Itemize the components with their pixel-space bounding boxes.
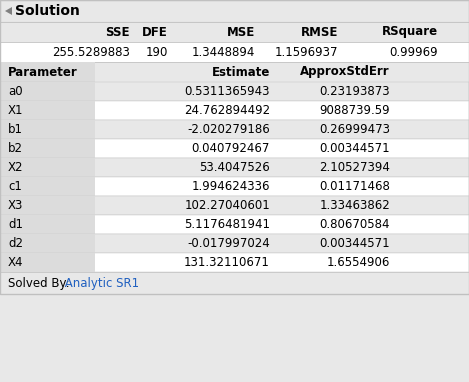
Bar [0, 42, 469, 62]
Bar [0, 120, 95, 139]
Bar [0, 215, 469, 234]
Bar [0, 62, 469, 82]
Text: 0.01171468: 0.01171468 [319, 180, 390, 193]
Text: d2: d2 [8, 237, 23, 250]
Text: c1: c1 [8, 180, 22, 193]
Text: Estimate: Estimate [212, 65, 270, 78]
Bar [0, 196, 469, 215]
Text: b2: b2 [8, 142, 23, 155]
Text: RSquare: RSquare [382, 26, 438, 39]
Bar [0, 234, 469, 253]
Text: 0.80670584: 0.80670584 [319, 218, 390, 231]
Text: 0.00344571: 0.00344571 [319, 237, 390, 250]
Bar [0, 158, 469, 177]
Text: 190: 190 [146, 45, 168, 58]
Text: X1: X1 [8, 104, 23, 117]
Text: 0.23193873: 0.23193873 [319, 85, 390, 98]
Bar [0, 0, 469, 22]
Text: Parameter: Parameter [8, 65, 78, 78]
Text: Solution: Solution [15, 4, 80, 18]
Text: 1.1596937: 1.1596937 [274, 45, 338, 58]
Text: Analytic SR1: Analytic SR1 [61, 277, 139, 290]
Bar [0, 101, 469, 120]
Text: 0.00344571: 0.00344571 [319, 142, 390, 155]
Text: a0: a0 [8, 85, 23, 98]
Text: 9088739.59: 9088739.59 [319, 104, 390, 117]
Text: b1: b1 [8, 123, 23, 136]
Text: 1.3448894: 1.3448894 [192, 45, 255, 58]
Text: X2: X2 [8, 161, 23, 174]
Text: 0.26999473: 0.26999473 [319, 123, 390, 136]
Text: X3: X3 [8, 199, 23, 212]
Text: 0.99969: 0.99969 [389, 45, 438, 58]
Bar [0, 101, 95, 120]
Text: SSE: SSE [106, 26, 130, 39]
Bar [0, 62, 95, 82]
Text: 1.994624336: 1.994624336 [191, 180, 270, 193]
Text: 102.27040601: 102.27040601 [184, 199, 270, 212]
Bar [0, 82, 95, 101]
Text: 24.762894492: 24.762894492 [184, 104, 270, 117]
Text: 0.5311365943: 0.5311365943 [184, 85, 270, 98]
Text: X4: X4 [8, 256, 23, 269]
Bar [0, 177, 95, 196]
Bar [0, 139, 95, 158]
Bar [0, 234, 95, 253]
Bar [0, 22, 469, 42]
Bar [0, 253, 469, 272]
Text: 2.10527394: 2.10527394 [319, 161, 390, 174]
Text: 5.1176481941: 5.1176481941 [184, 218, 270, 231]
Bar [0, 0, 469, 294]
Bar [0, 82, 469, 101]
Text: -2.020279186: -2.020279186 [187, 123, 270, 136]
Bar [0, 120, 469, 139]
Text: MSE: MSE [227, 26, 255, 39]
Bar [0, 215, 95, 234]
Polygon shape [5, 7, 12, 15]
Text: 131.32110671: 131.32110671 [184, 256, 270, 269]
Text: -0.017997024: -0.017997024 [187, 237, 270, 250]
Text: Solved By:: Solved By: [8, 277, 73, 290]
Text: 0.040792467: 0.040792467 [192, 142, 270, 155]
Bar [0, 177, 469, 196]
Text: 53.4047526: 53.4047526 [199, 161, 270, 174]
Text: 255.5289883: 255.5289883 [52, 45, 130, 58]
Text: 1.33463862: 1.33463862 [319, 199, 390, 212]
Text: 1.6554906: 1.6554906 [326, 256, 390, 269]
Text: d1: d1 [8, 218, 23, 231]
Bar [0, 196, 95, 215]
Text: DFE: DFE [142, 26, 168, 39]
Bar [0, 253, 95, 272]
Bar [0, 139, 469, 158]
Text: ApproxStdErr: ApproxStdErr [300, 65, 390, 78]
Bar [0, 272, 469, 294]
Text: RMSE: RMSE [301, 26, 338, 39]
Bar [0, 158, 95, 177]
